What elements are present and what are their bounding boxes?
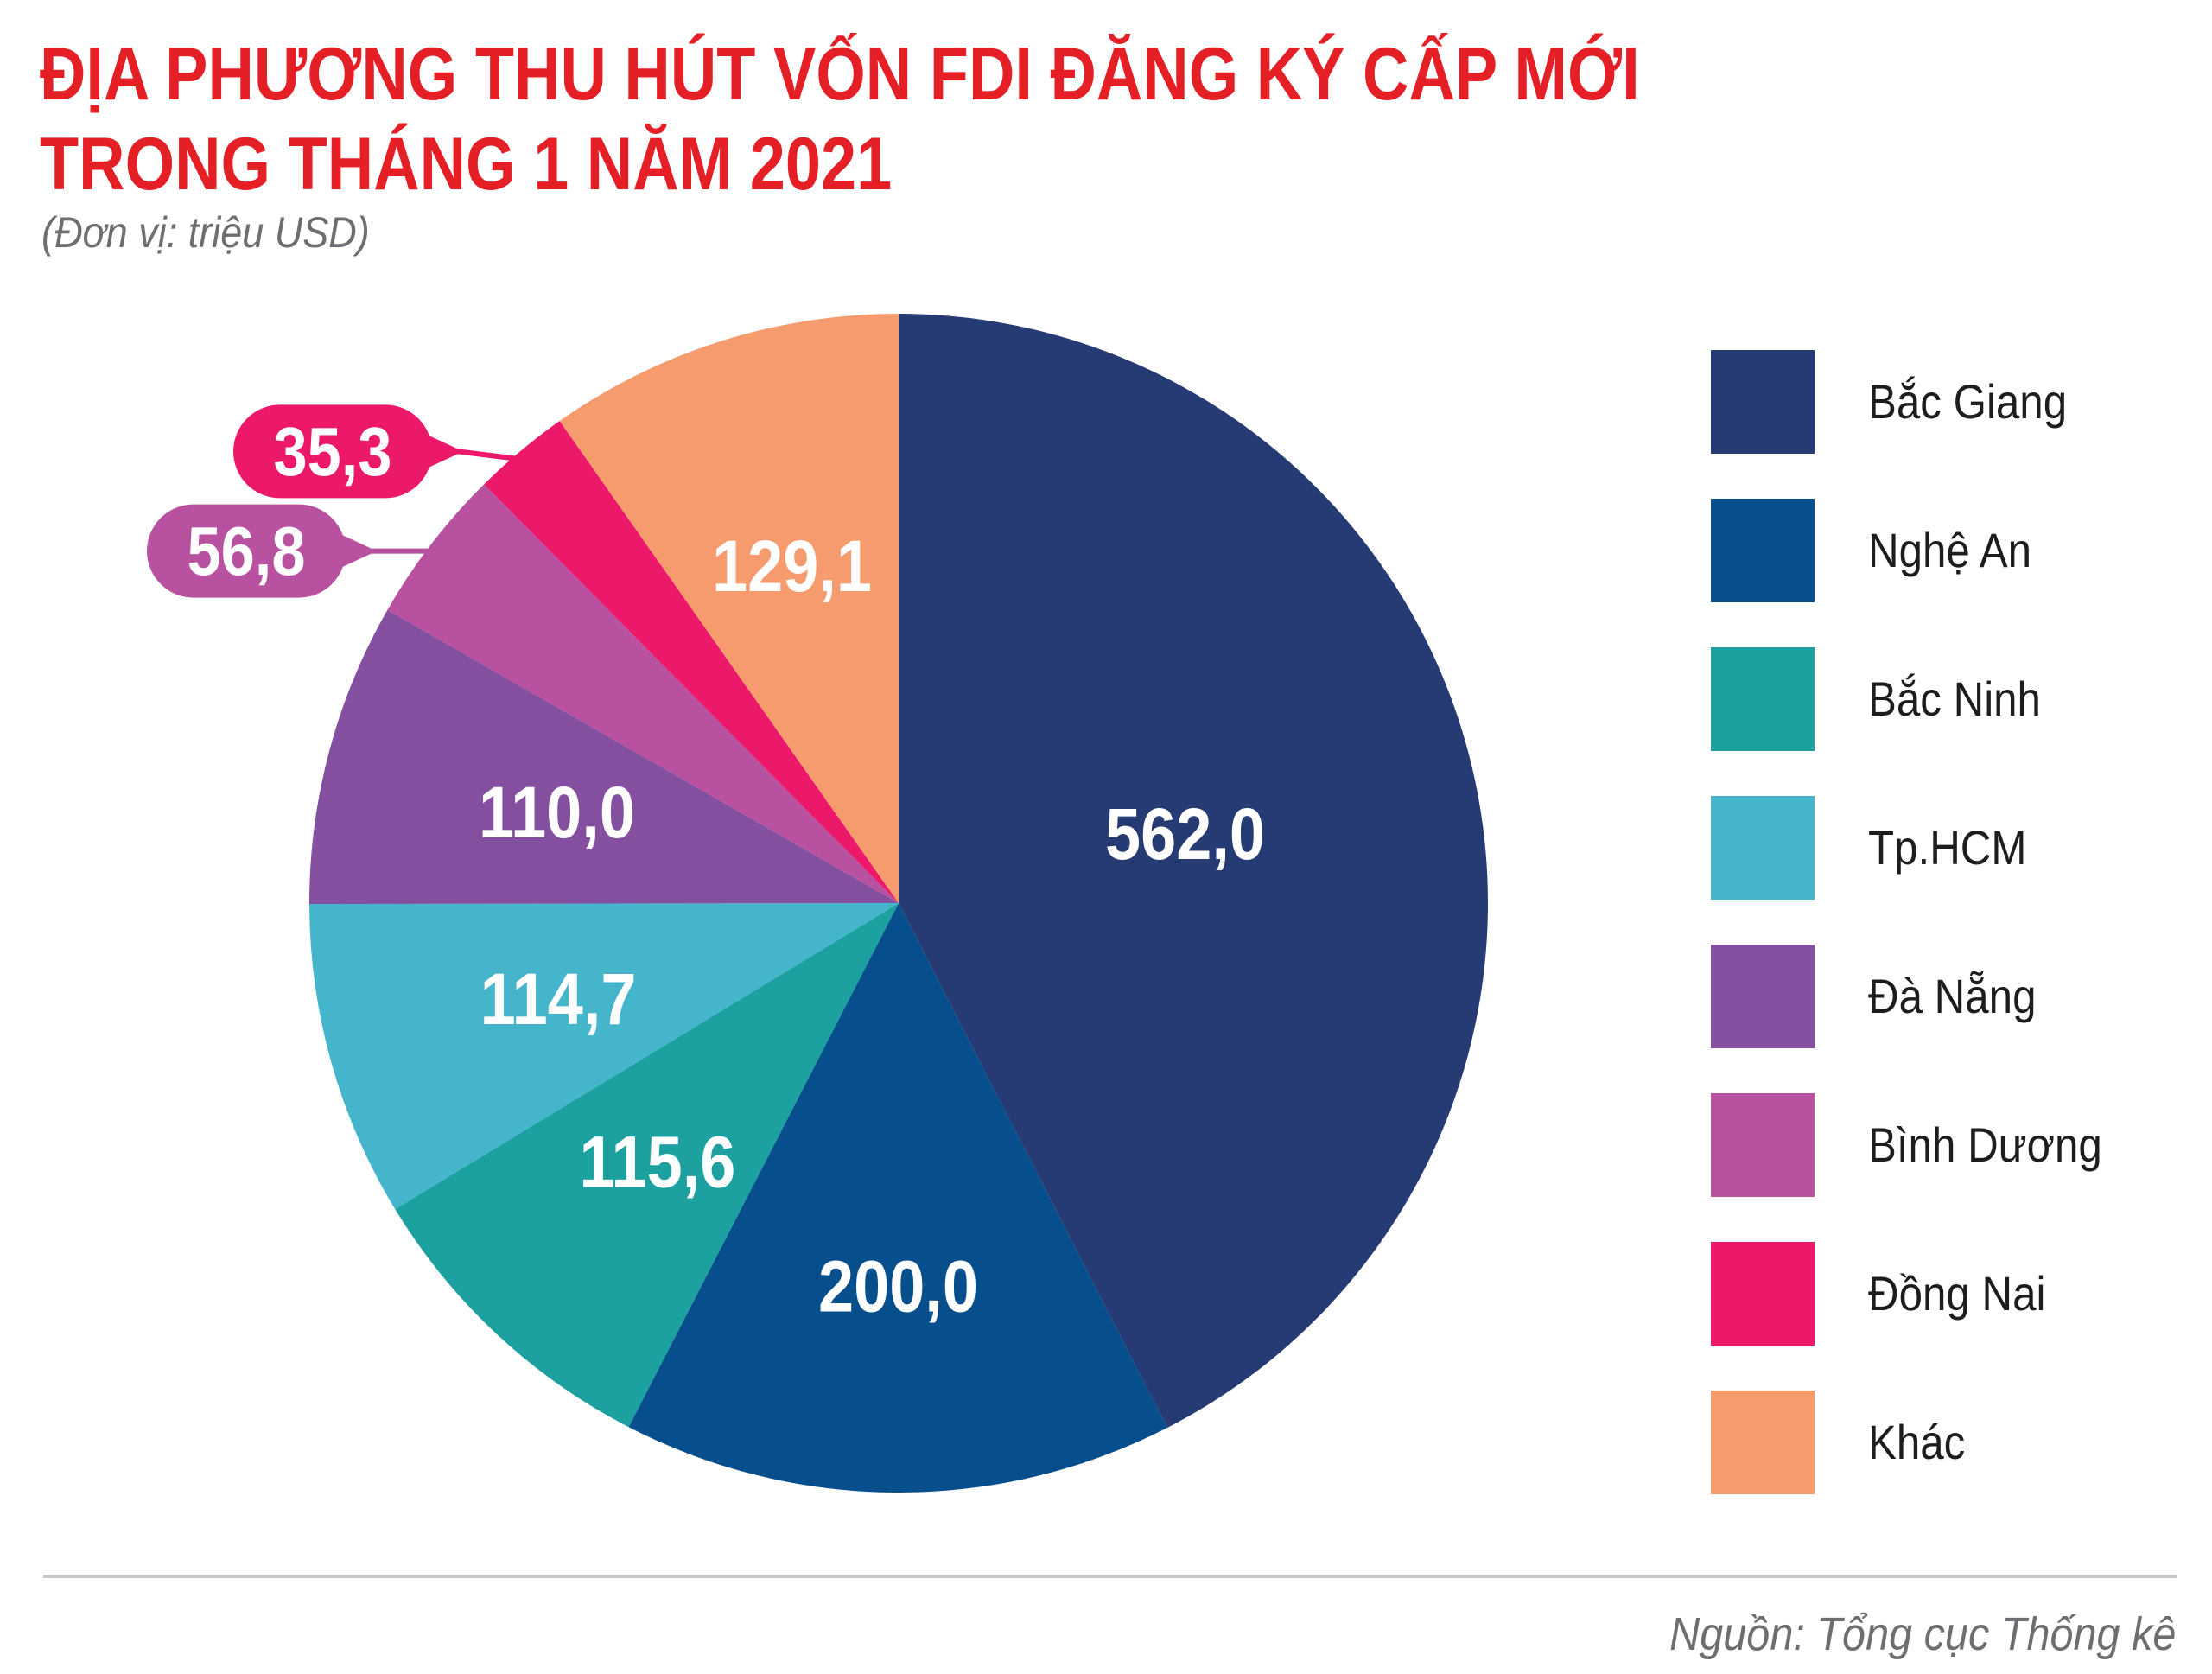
data-label-bac-ninh: 115,6: [580, 1121, 736, 1202]
data-label-bac-giang: 562,0: [1105, 793, 1265, 875]
pie-slice-da-nang: [309, 609, 899, 905]
data-label-khac: 129,1: [712, 525, 872, 607]
data-label-dong-nai: 35,3: [273, 413, 391, 490]
pie-slice-khac: [559, 314, 899, 903]
data-label-da-nang: 110,0: [479, 772, 635, 853]
data-label-binh-duong: 56,8: [187, 512, 305, 589]
source-note: Nguồn: Tổng cục Thống kê: [1669, 1608, 2176, 1660]
legend-item-bac-giang: Bắc Giang: [1711, 350, 2195, 454]
data-label-nghe-an: 200,0: [818, 1245, 978, 1327]
legend-item-nghe-an: Nghệ An: [1711, 499, 2195, 602]
legend-item-tp-hcm: Tp.HCM: [1711, 796, 2195, 900]
data-label-tp-hcm: 114,7: [480, 958, 637, 1039]
callout-pill-dong-nai: [233, 404, 432, 499]
pie-slice-bac-giang: [899, 314, 1488, 1428]
legend-label: Bắc Giang: [1868, 374, 2068, 429]
pie-slice-bac-ninh: [395, 903, 899, 1428]
pie-chart: 562,0 200,0 115,6 114,7 110,0 56,8 35,3 129,1: [147, 314, 1488, 1493]
leader-line-dong-nai: [457, 449, 529, 463]
legend-item-binh-duong: Bình Dương: [1711, 1093, 2195, 1197]
chart-title-line2: TRONG THÁNG 1 NĂM 2021: [40, 123, 893, 206]
legend-label: Đà Nẵng: [1868, 969, 2037, 1023]
callout-pill-binh-duong: [147, 504, 346, 598]
legend-swatch: [1711, 350, 1815, 454]
pie-slice-binh-duong: [387, 484, 899, 903]
legend-label: Đồng Nai: [1868, 1266, 2046, 1321]
legend-swatch: [1711, 945, 1815, 1048]
pie-slice-nghe-an: [628, 903, 1168, 1493]
chart-title: ĐỊA PHƯƠNG THU HÚT VỐN FDI ĐĂNG KÝ CẤP M…: [40, 29, 1640, 209]
callout-binh-duong: 56,8: [147, 504, 442, 598]
legend-label: Tp.HCM: [1868, 820, 2027, 875]
legend-swatch: [1711, 1093, 1815, 1197]
callout-dong-nai: 35,3: [233, 404, 529, 499]
legend-label: Khác: [1868, 1415, 1966, 1469]
chart-title-line1: ĐỊA PHƯƠNG THU HÚT VỐN FDI ĐĂNG KÝ CẤP M…: [40, 33, 1640, 116]
legend-swatch: [1711, 499, 1815, 602]
unit-note: (Đơn vị: triệu USD): [41, 208, 370, 257]
legend-label: Bình Dương: [1868, 1117, 2102, 1172]
legend-swatch: [1711, 1391, 1815, 1494]
legend-swatch: [1711, 796, 1815, 900]
divider: [43, 1575, 2177, 1578]
legend-label: Nghệ An: [1868, 523, 2032, 577]
legend-label: Bắc Ninh: [1868, 672, 2041, 726]
legend-item-dong-nai: Đồng Nai: [1711, 1242, 2195, 1346]
legend-item-khac: Khác: [1711, 1391, 2195, 1494]
legend-item-bac-ninh: Bắc Ninh: [1711, 647, 2195, 751]
pie-slice-dong-nai: [484, 421, 899, 903]
legend-item-da-nang: Đà Nẵng: [1711, 945, 2195, 1048]
legend-swatch: [1711, 647, 1815, 751]
legend-swatch: [1711, 1242, 1815, 1346]
pie-slice-tp-hcm: [309, 903, 899, 1210]
